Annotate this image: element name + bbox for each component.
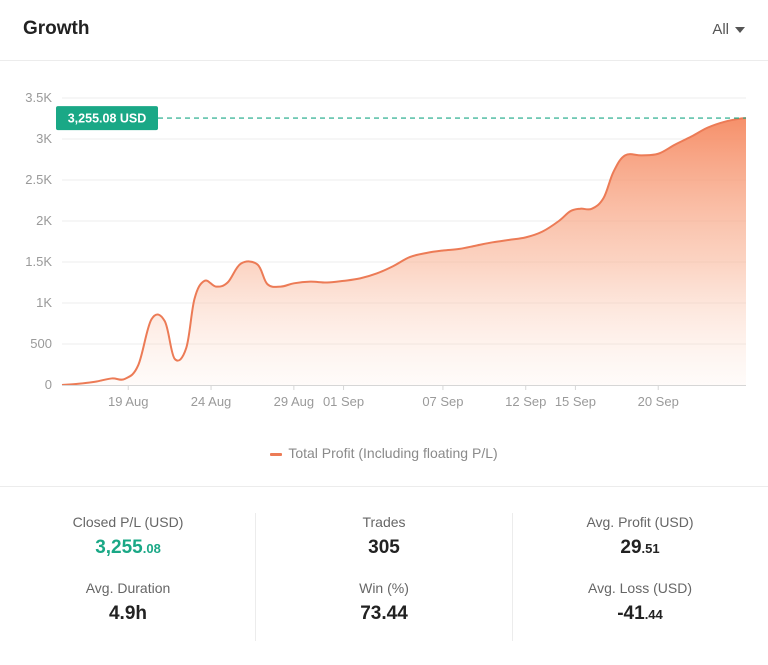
profit-series-line[interactable] <box>61 117 747 386</box>
y-tick-label: 2.5K <box>25 172 52 187</box>
trades-label: Trades <box>362 514 406 530</box>
avg-loss-value: -41.44 <box>512 603 768 627</box>
chart-legend[interactable]: Total Profit (Including floating P/L) <box>0 445 768 461</box>
x-tick-label: 20 Sep <box>638 394 679 409</box>
profit-area-fill <box>62 118 746 385</box>
stats-divider <box>512 513 513 641</box>
win-label: Win (%) <box>359 580 409 596</box>
y-tick-label: 0 <box>45 377 52 392</box>
x-tick-label: 01 Sep <box>323 394 364 409</box>
trades-value: 305 <box>368 537 400 558</box>
y-tick-label: 1K <box>36 295 52 310</box>
stats-divider <box>255 513 256 641</box>
avg-loss-dec: .44 <box>644 607 663 622</box>
y-tick-label: 3.5K <box>25 90 52 105</box>
y-tick-label: 500 <box>30 336 52 351</box>
avg-duration-stat: Avg. Duration 4.9h <box>0 580 256 627</box>
legend-label: Total Profit (Including floating P/L) <box>288 445 498 461</box>
y-tick-label: 1.5K <box>25 254 52 269</box>
y-tick-label: 3K <box>36 131 52 146</box>
stats-column-2: Trades 305 Win (%) 73.44 <box>256 514 512 627</box>
avg-profit-value: 29.51 <box>512 537 768 561</box>
stats-column-3: Avg. Profit (USD) 29.51 Avg. Loss (USD) … <box>512 514 768 627</box>
avg-duration-value: 4.9h <box>108 603 148 624</box>
x-tick-label: 15 Sep <box>555 394 596 409</box>
avg-loss-stat: Avg. Loss (USD) -41.44 <box>512 580 768 627</box>
page-title: Growth <box>23 18 90 39</box>
avg-duration-label: Avg. Duration <box>85 580 171 596</box>
avg-profit-label: Avg. Profit (USD) <box>586 514 694 530</box>
x-tick-label: 19 Aug <box>108 394 149 409</box>
closed-pl-stat: Closed P/L (USD) 3,255.08 <box>0 514 256 561</box>
growth-chart-svg: 0 500 1K 1.5K 2K 2.5K 3K 3.5K 19 Aug 24 Aug 29 Aug… <box>25 90 747 409</box>
y-tick-label: 2K <box>36 213 52 228</box>
period-filter-dropdown[interactable]: All <box>712 21 745 38</box>
closed-pl-label: Closed P/L (USD) <box>72 514 184 530</box>
trades-stat: Trades 305 <box>256 514 512 561</box>
caret-down-icon <box>735 26 745 33</box>
avg-profit-int: 29 <box>620 537 642 558</box>
x-tick-label: 07 Sep <box>422 394 463 409</box>
closed-pl-dec: .08 <box>142 541 161 556</box>
header: Growth All <box>0 0 768 61</box>
avg-loss-label: Avg. Loss (USD) <box>588 580 692 596</box>
avg-profit-stat: Avg. Profit (USD) 29.51 <box>512 514 768 561</box>
closed-pl-int: 3,255 <box>95 537 143 558</box>
stats-column-1: Closed P/L (USD) 3,255.08 Avg. Duration … <box>0 514 256 627</box>
current-value-callout <box>56 106 158 131</box>
period-filter-label: All <box>712 21 729 38</box>
win-value: 73.44 <box>360 603 408 624</box>
current-value-callout-label: 3,255.08 USD <box>68 112 147 126</box>
growth-chart: 0 500 1K 1.5K 2K 2.5K 3K 3.5K 19 Aug 24 Aug 29 Aug… <box>0 61 768 486</box>
stats-panel: Closed P/L (USD) 3,255.08 Avg. Duration … <box>0 486 768 665</box>
closed-pl-value: 3,255.08 <box>0 537 256 561</box>
win-stat: Win (%) 73.44 <box>256 580 512 627</box>
x-tick-label: 24 Aug <box>191 394 232 409</box>
avg-loss-int: -41 <box>617 603 645 624</box>
legend-swatch <box>270 452 283 456</box>
x-tick-label: 12 Sep <box>505 394 546 409</box>
x-tick-label: 29 Aug <box>274 394 315 409</box>
avg-profit-dec: .51 <box>641 541 660 556</box>
